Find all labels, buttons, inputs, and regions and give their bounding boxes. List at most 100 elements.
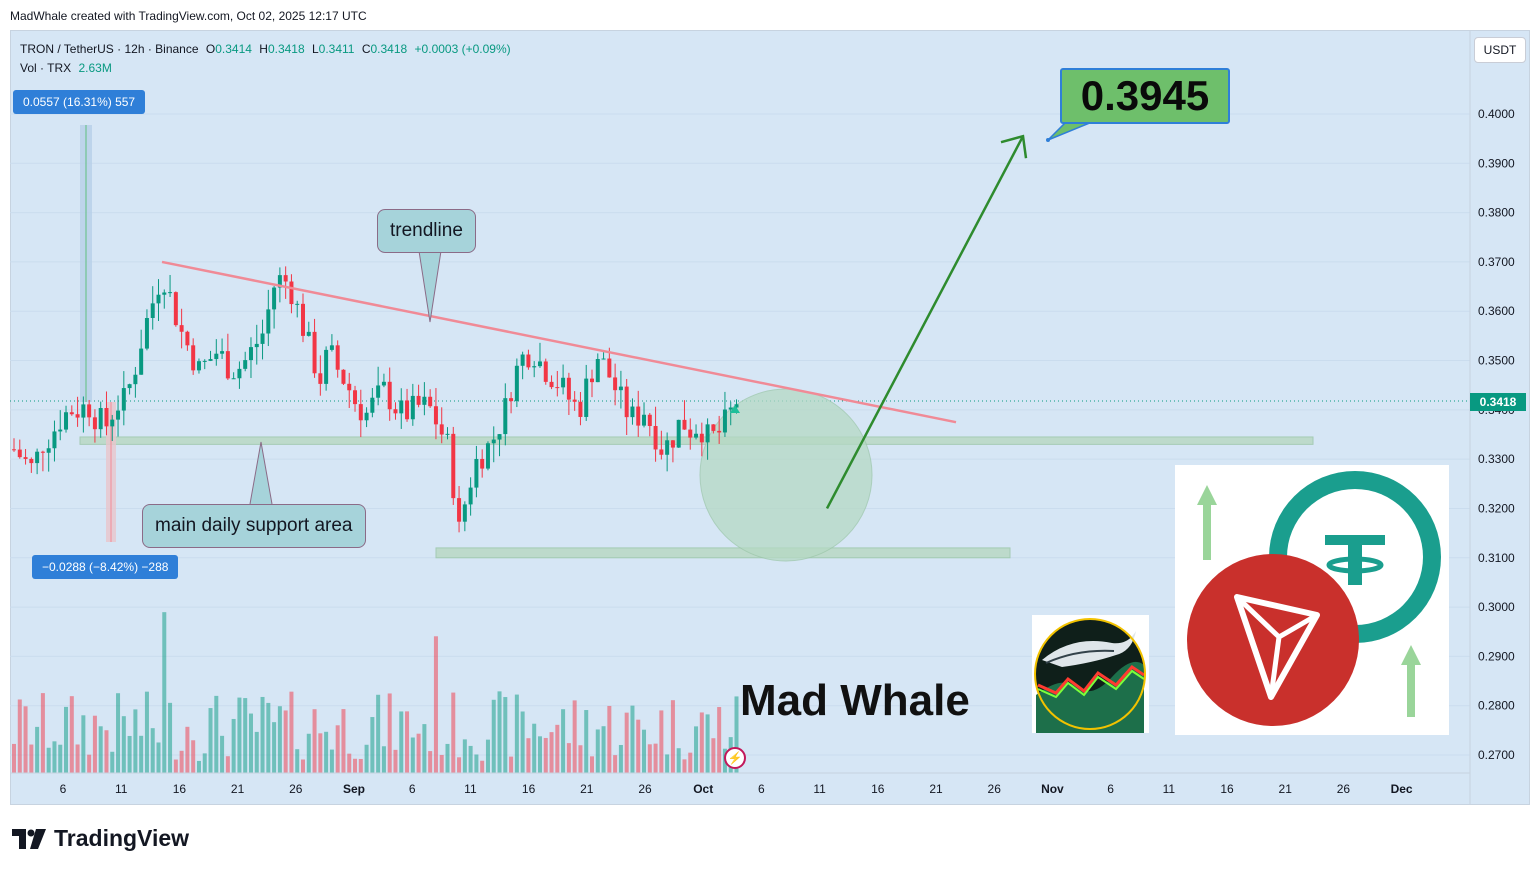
support-callout-pointer [249, 441, 273, 505]
volume-bar [23, 706, 28, 773]
price-tick-label: 0.3300 [1478, 452, 1515, 466]
volume-bar [376, 694, 381, 773]
candle [584, 378, 589, 417]
price-tick-label: 0.2900 [1478, 649, 1515, 663]
volume-bar [173, 759, 178, 773]
volume-bar [104, 730, 109, 773]
candle [543, 361, 548, 382]
close-value: 0.3418 [370, 42, 408, 56]
volume-bar [705, 714, 710, 773]
volume-bars [12, 612, 739, 773]
candle [139, 348, 144, 375]
volume-bar [335, 725, 340, 773]
volume-bar [144, 691, 149, 773]
volume-bar [214, 695, 219, 773]
time-tick-label: 16 [1220, 782, 1234, 796]
candle [185, 331, 190, 346]
candle [705, 424, 710, 443]
volume-bar [283, 710, 288, 773]
candle [422, 396, 427, 405]
candle [81, 404, 86, 418]
candle [537, 361, 542, 367]
volume-bar [81, 715, 86, 773]
price-tick-label: 0.3000 [1478, 600, 1515, 614]
candle [451, 433, 456, 499]
volume-bar [624, 712, 629, 773]
time-tick-label: Sep [343, 782, 365, 796]
volume-bar [676, 748, 681, 773]
currency-button[interactable]: USDT [1474, 37, 1526, 63]
time-tick-label: 21 [1279, 782, 1293, 796]
candle [595, 358, 600, 383]
volume-bar [64, 706, 69, 773]
volume-bar [156, 742, 161, 773]
time-tick-label: 21 [929, 782, 943, 796]
volume-bar [607, 705, 612, 773]
volume-bar [318, 733, 323, 773]
tradingview-logo[interactable]: TradingView [12, 825, 189, 852]
volume-bar [410, 737, 415, 773]
candle [127, 384, 132, 389]
volume-bar [514, 694, 519, 773]
candle [150, 303, 155, 319]
volume-bar [237, 697, 242, 773]
candle [549, 381, 554, 388]
candle [485, 443, 490, 469]
volume-bar [272, 722, 277, 773]
candle [162, 292, 167, 295]
candle [694, 433, 699, 438]
volume-bar [364, 744, 369, 773]
volume-bar [248, 713, 253, 773]
legend: TRON / TetherUS · 12h · Binance O0.3414 … [20, 42, 511, 75]
time-tick-label: 26 [289, 782, 303, 796]
candle [699, 433, 704, 443]
candle [156, 294, 161, 304]
time-tick-label: Dec [1391, 782, 1413, 796]
candle [503, 398, 508, 435]
creator-line: MadWhale created with TradingView.com, O… [10, 9, 367, 23]
candle [324, 349, 329, 384]
candle [561, 377, 566, 388]
volume-bar [503, 697, 508, 773]
candle [46, 448, 51, 453]
time-tick-label: Nov [1041, 782, 1064, 796]
measure-down-label[interactable]: −0.0288 (−8.42%) −288 [32, 555, 179, 579]
symbol-label[interactable]: TRON / TetherUS · 12h · Binance [20, 42, 199, 56]
candle [318, 373, 323, 384]
price-chart[interactable]: 0.2700 0.2800 0.2900 0.3000 0.3100 0.3200 0.33… [10, 30, 1530, 805]
target-price-label[interactable]: 0.3945 [1060, 68, 1230, 124]
volume-bar [220, 735, 225, 773]
volume-bar [393, 749, 398, 773]
volume-bar [353, 758, 358, 773]
candle [225, 351, 230, 379]
change-value: +0.0003 (+0.09%) [414, 42, 511, 56]
tradingview-icon [12, 828, 46, 849]
volume-bar [301, 759, 305, 773]
support-callout[interactable]: main daily support area [142, 504, 366, 548]
volume-bar [69, 696, 74, 773]
flash-icon[interactable]: ⚡ [724, 747, 746, 769]
measure-up-label[interactable]: 0.0557 (16.31%) 557 [13, 90, 146, 114]
time-tick-label: 6 [60, 782, 67, 796]
target-pointer-dot [1046, 138, 1050, 142]
time-tick-label: 26 [638, 782, 652, 796]
time-tick-label: 21 [580, 782, 594, 796]
candle [682, 419, 687, 430]
candle [566, 377, 571, 400]
candle [254, 343, 259, 348]
candle [248, 347, 253, 361]
candle [277, 275, 282, 288]
time-tick-label: 11 [813, 782, 826, 796]
trendline-callout[interactable]: trendline [377, 209, 476, 253]
candle [52, 431, 57, 449]
lower-zone [435, 547, 1011, 559]
volume-label[interactable]: Vol · TRX [20, 61, 72, 75]
high-value: 0.3418 [267, 42, 305, 56]
volume-bar [191, 740, 196, 773]
volume-bar [168, 702, 173, 773]
volume-bar [572, 700, 577, 773]
candle [168, 292, 173, 294]
volume-bar [688, 752, 693, 773]
volume-bar [451, 692, 456, 773]
volume-bar [665, 754, 670, 773]
